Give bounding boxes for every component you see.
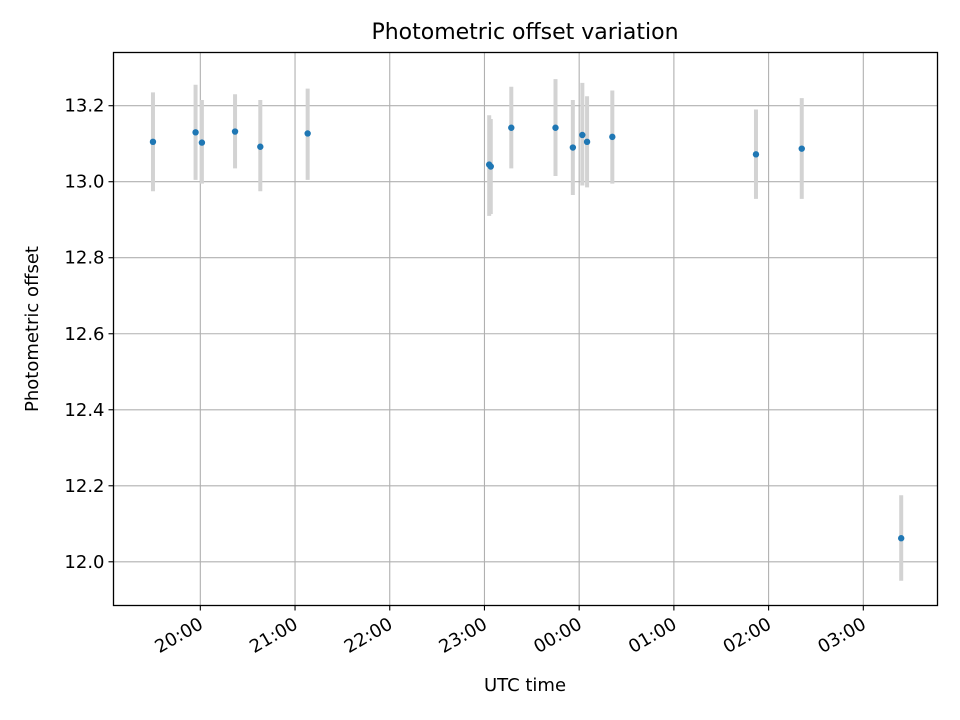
plot-frame [112, 51, 939, 607]
y-axis-label: Photometric offset [22, 246, 43, 412]
data-points [149, 124, 905, 542]
chart-title: Photometric offset variation [371, 20, 678, 45]
y-tick-label: 12.4 [64, 400, 104, 421]
y-tick-label: 12.2 [64, 476, 104, 497]
data-point [798, 145, 805, 152]
data-point [231, 128, 239, 135]
data-point [569, 144, 577, 151]
y-ticks: 12.0 12.2 12.4 12.6 12.8 13.0 13.2 [64, 96, 114, 573]
data-point [552, 124, 559, 131]
y-tick-label: 12.8 [64, 248, 104, 269]
data-point [198, 139, 206, 146]
y-tick-label: 13.2 [64, 96, 104, 117]
data-point [304, 130, 311, 137]
data-point [579, 131, 586, 139]
x-axis-label: UTC time [484, 675, 566, 696]
data-point [583, 138, 591, 146]
data-point [752, 151, 760, 158]
data-point [897, 535, 905, 542]
data-point [609, 133, 616, 141]
data-point [487, 163, 494, 170]
data-point [508, 124, 515, 131]
data-point [257, 143, 264, 150]
y-tick-label: 12.6 [64, 324, 104, 345]
data-point [192, 129, 199, 136]
y-tick-label: 12.0 [64, 552, 104, 573]
y-tick-label: 13.0 [64, 172, 104, 193]
data-point [149, 138, 157, 146]
